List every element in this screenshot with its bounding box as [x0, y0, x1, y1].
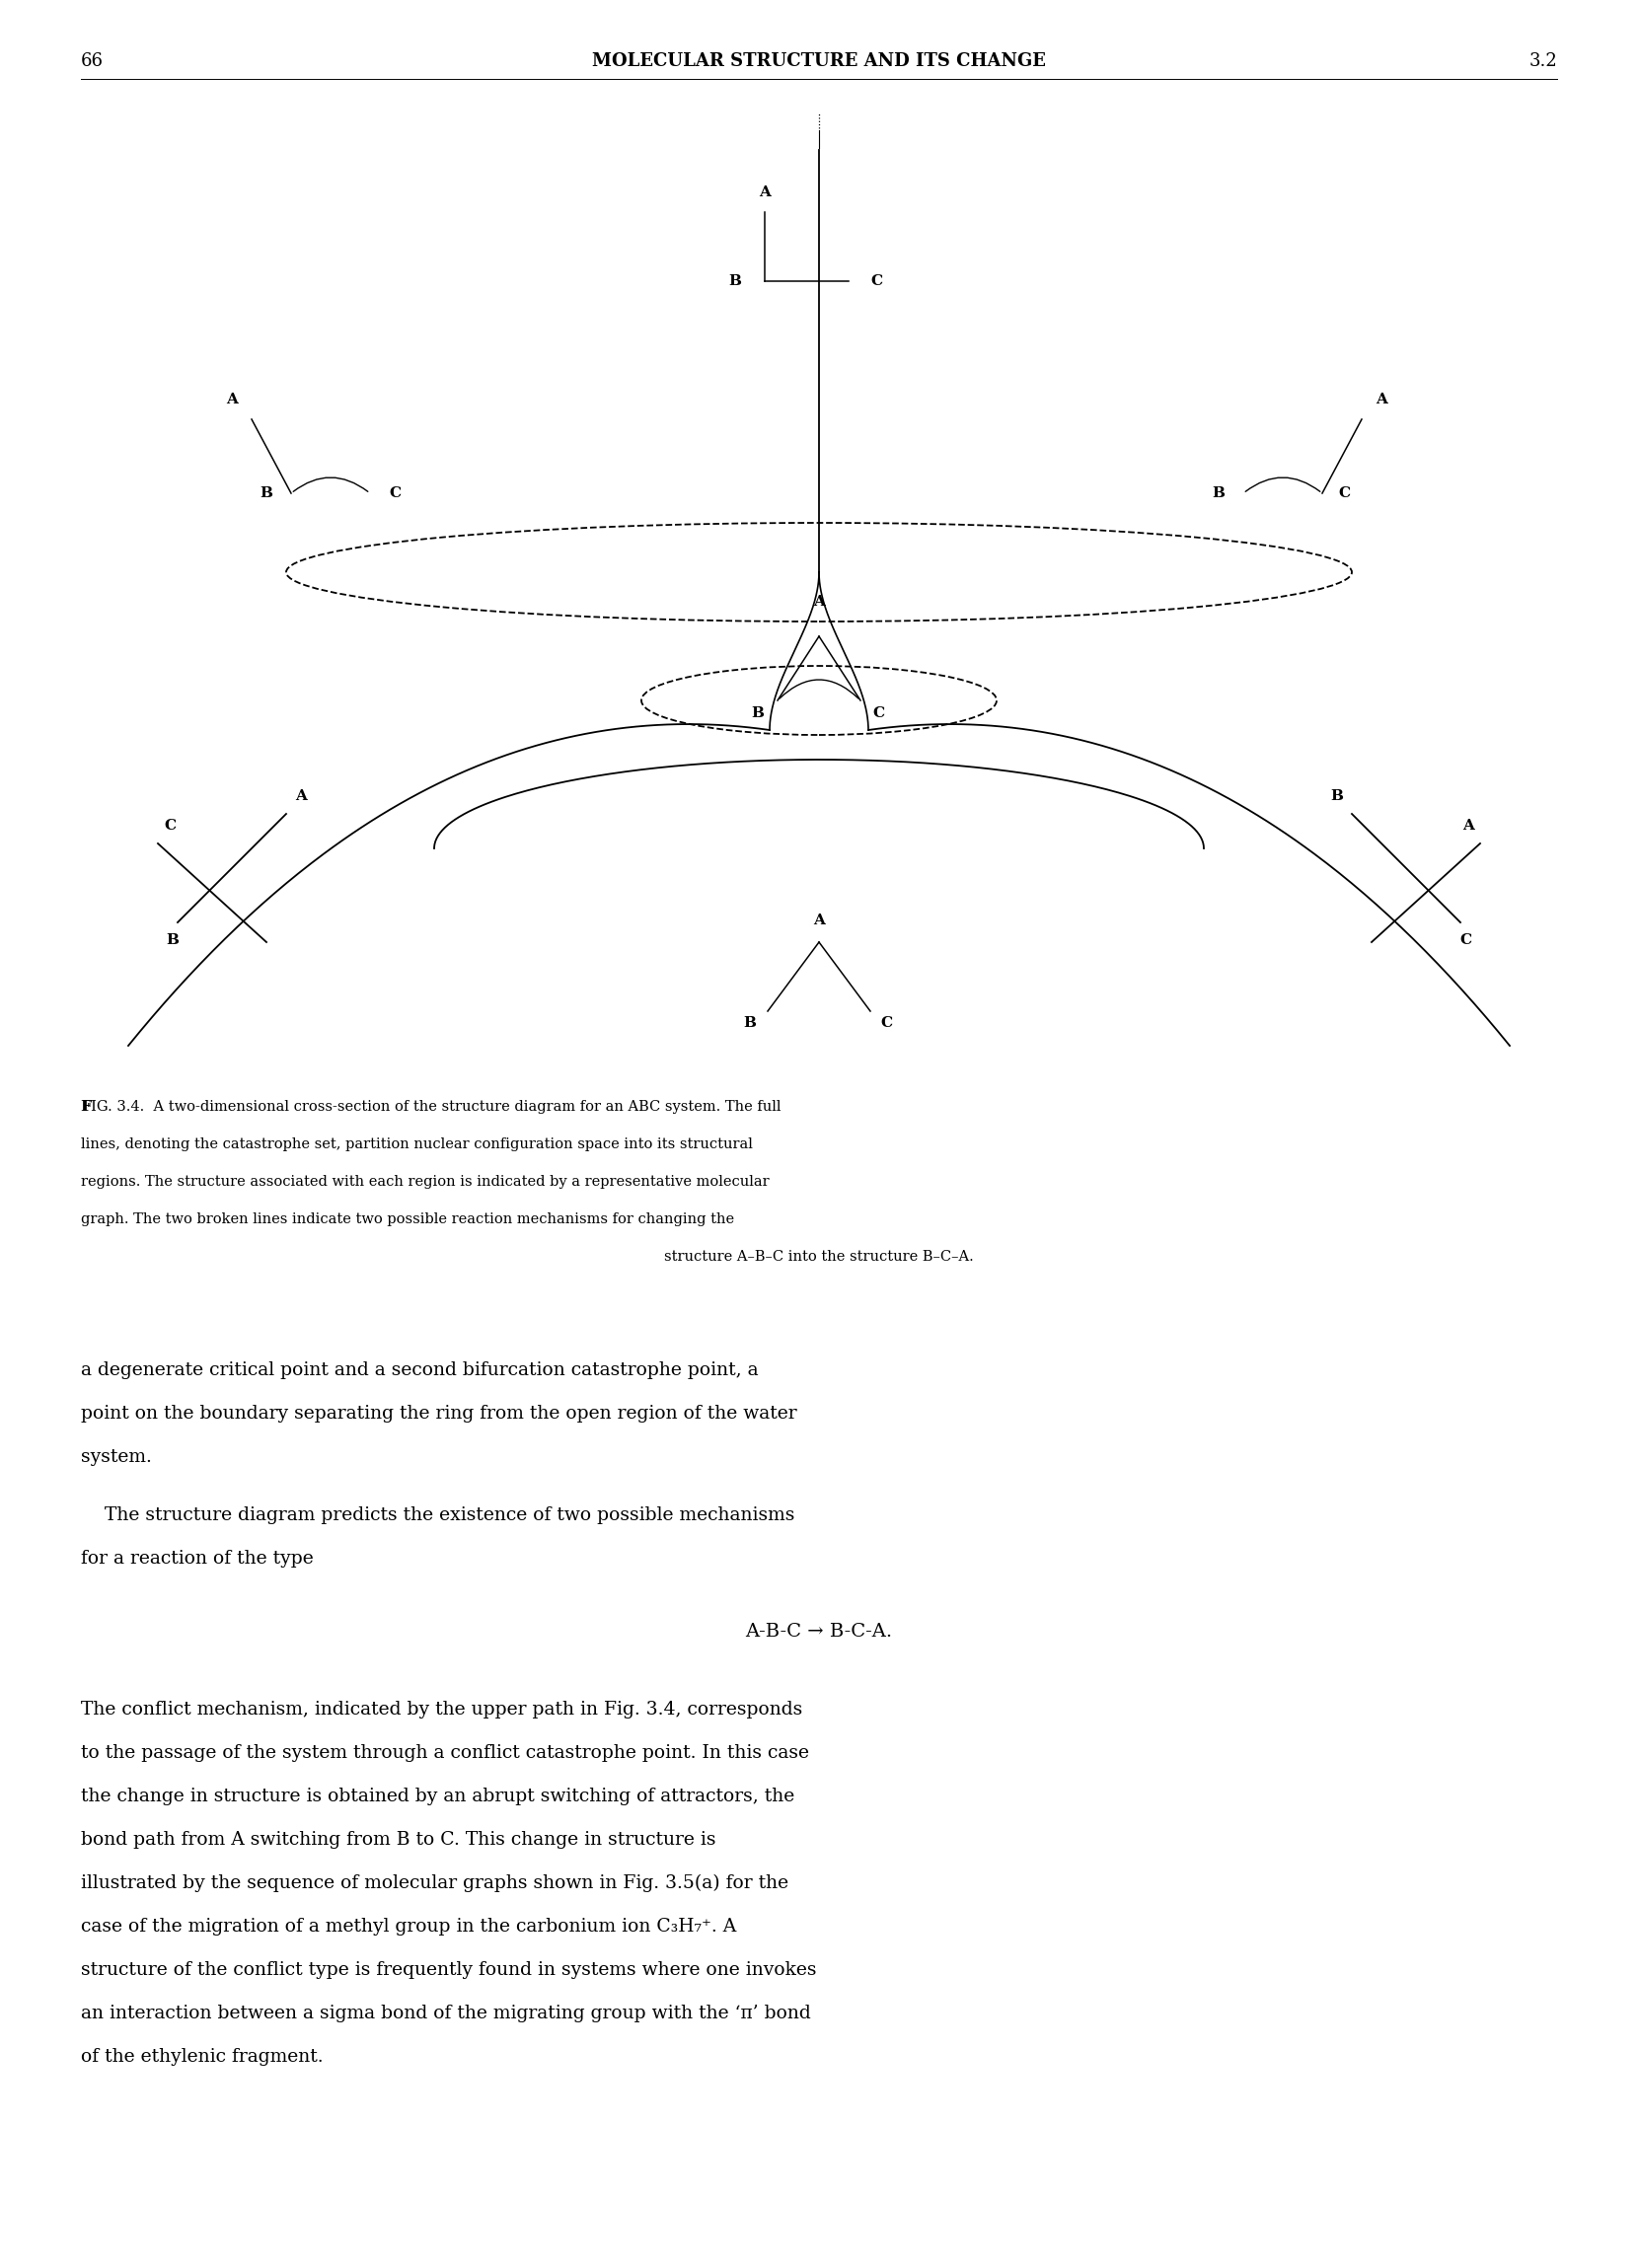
Text: regions. The structure associated with each region is indicated by a representat: regions. The structure associated with e…	[80, 1175, 770, 1188]
Text: C: C	[870, 274, 883, 288]
Text: C: C	[1338, 485, 1350, 501]
Text: A: A	[1376, 392, 1387, 406]
Text: B: B	[260, 485, 274, 501]
Text: A-B-C → B-C-A.: A-B-C → B-C-A.	[745, 1624, 893, 1640]
Text: lines, denoting the catastrophe set, partition nuclear configuration space into : lines, denoting the catastrophe set, par…	[80, 1139, 753, 1152]
Text: 3.2: 3.2	[1528, 52, 1558, 70]
Text: A: A	[295, 789, 306, 803]
Text: of the ethylenic fragment.: of the ethylenic fragment.	[80, 2048, 323, 2066]
Text: structure of the conflict type is frequently found in systems where one invokes: structure of the conflict type is freque…	[80, 1962, 816, 1980]
Text: B: B	[1330, 789, 1343, 803]
Text: case of the migration of a methyl group in the carbonium ion C₃H₇⁺. A: case of the migration of a methyl group …	[80, 1919, 737, 1935]
Text: F: F	[80, 1100, 92, 1114]
Text: A: A	[812, 594, 826, 608]
Text: C: C	[871, 705, 885, 721]
Text: illustrated by the sequence of molecular graphs shown in Fig. 3.5(a) for the: illustrated by the sequence of molecular…	[80, 1873, 788, 1892]
Text: the change in structure is obtained by an abrupt switching of attractors, the: the change in structure is obtained by a…	[80, 1787, 794, 1805]
Text: to the passage of the system through a conflict catastrophe point. In this case: to the passage of the system through a c…	[80, 1744, 809, 1762]
Text: A: A	[1463, 819, 1474, 832]
Text: B: B	[729, 274, 742, 288]
Text: 66: 66	[80, 52, 103, 70]
Text: C: C	[164, 819, 175, 832]
Text: system.: system.	[80, 1449, 152, 1465]
Text: an interaction between a sigma bond of the migrating group with the ‘π’ bond: an interaction between a sigma bond of t…	[80, 2005, 811, 2023]
Text: The structure diagram predicts the existence of two possible mechanisms: The structure diagram predicts the exist…	[80, 1506, 794, 1524]
Text: A: A	[812, 914, 826, 928]
Text: graph. The two broken lines indicate two possible reaction mechanisms for changi: graph. The two broken lines indicate two…	[80, 1213, 734, 1227]
Text: MOLECULAR STRUCTURE AND ITS CHANGE: MOLECULAR STRUCTURE AND ITS CHANGE	[591, 52, 1047, 70]
Text: A: A	[226, 392, 238, 406]
Text: B: B	[167, 932, 179, 948]
Text: FIG. 3.4.  A two-dimensional cross-section of the structure diagram for an ABC s: FIG. 3.4. A two-dimensional cross-sectio…	[80, 1100, 781, 1114]
Text: The conflict mechanism, indicated by the upper path in Fig. 3.4, corresponds: The conflict mechanism, indicated by the…	[80, 1701, 803, 1719]
Text: B: B	[752, 705, 765, 721]
Text: B: B	[1212, 485, 1225, 501]
Text: B: B	[744, 1016, 757, 1030]
Text: a degenerate critical point and a second bifurcation catastrophe point, a: a degenerate critical point and a second…	[80, 1361, 758, 1379]
Text: bond path from A switching from B to C. This change in structure is: bond path from A switching from B to C. …	[80, 1830, 716, 1848]
Text: A: A	[758, 186, 770, 200]
Text: C: C	[388, 485, 401, 501]
Text: C: C	[880, 1016, 893, 1030]
Text: structure A–B–C into the structure B–C–A.: structure A–B–C into the structure B–C–A…	[663, 1250, 975, 1263]
Text: for a reaction of the type: for a reaction of the type	[80, 1549, 313, 1567]
Text: C: C	[1459, 932, 1471, 948]
Text: point on the boundary separating the ring from the open region of the water: point on the boundary separating the rin…	[80, 1404, 798, 1422]
